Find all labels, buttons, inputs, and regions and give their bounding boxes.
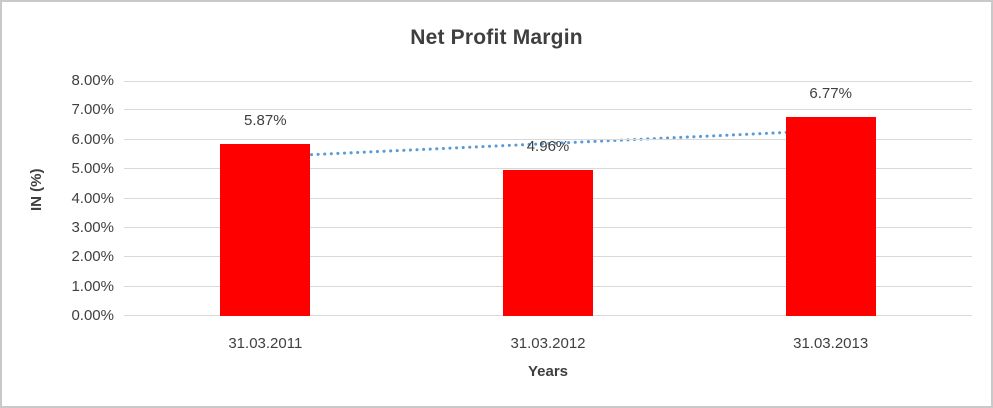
gridline: [124, 138, 972, 140]
y-axis-tick-label: 8.00%: [71, 72, 114, 89]
y-axis-tick-label: 6.00%: [71, 130, 114, 148]
x-axis-tick-label: 31.03.2011: [228, 335, 303, 352]
bar-31.03.2011: [220, 143, 311, 316]
plot-area: 5.87% 4.96% 6.77%: [124, 81, 972, 316]
y-axis-tick-label: 5.00%: [71, 160, 114, 178]
gridline: [124, 109, 972, 111]
y-axis-tick-label: 7.00%: [71, 101, 114, 119]
gridline: [124, 168, 972, 170]
chart-title: Net Profit Margin: [410, 26, 583, 49]
bar-31.03.2013: [785, 117, 876, 316]
y-axis-tick-label: 4.00%: [71, 189, 114, 207]
x-axis-tick-label: 31.03.2013: [793, 335, 869, 352]
bar-31.03.2012: [503, 170, 593, 316]
bar-data-label: 5.87%: [244, 111, 287, 129]
x-axis-title: Years: [527, 363, 569, 380]
y-axis-tick-label: 0.00%: [71, 307, 114, 324]
gridline: [124, 81, 972, 82]
y-axis-tick-label: 1.00%: [71, 277, 114, 295]
x-axis-tick-label: 31.03.2012: [510, 335, 586, 352]
y-axis-tick-label: 2.00%: [71, 248, 114, 266]
bar-data-label: 6.77%: [809, 85, 852, 103]
bar-data-label: 4.96%: [526, 138, 570, 156]
y-axis-tick-label: 3.00%: [71, 218, 114, 236]
